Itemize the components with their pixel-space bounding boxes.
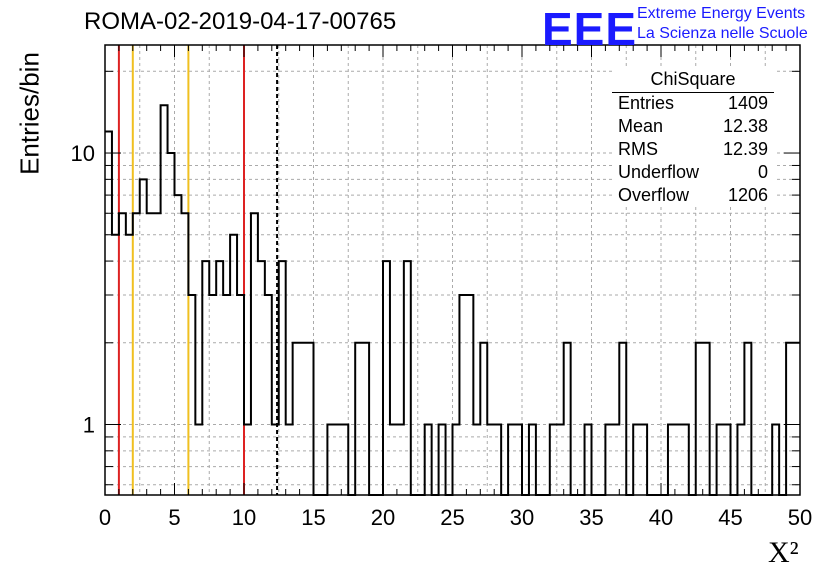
grid-lines	[105, 45, 800, 495]
x-tick-label: 5	[168, 505, 180, 530]
chart-title: ROMA-02-2019-04-17-00765	[84, 8, 397, 35]
x-axis-ticks: 0 5 10 15 20 25 30 35 40 45 50	[99, 45, 812, 530]
stats-row: RMS 12.39	[618, 139, 768, 161]
stats-row: Mean 12.38	[618, 116, 768, 138]
x-tick-label: 45	[718, 505, 742, 530]
eee-logo: EEE	[542, 3, 638, 55]
logo-subtitle-1: Extreme Energy Events	[637, 5, 806, 22]
stats-row: Entries 1409	[618, 93, 768, 115]
stats-row: Overflow 1206	[618, 185, 768, 207]
stats-key: Mean	[618, 116, 664, 136]
stats-value: 1206	[727, 185, 768, 205]
stats-value: 12.38	[722, 116, 768, 136]
x-tick-label: 30	[510, 505, 534, 530]
stats-title: ChiSquare	[650, 69, 736, 89]
x-tick-label: 15	[301, 505, 325, 530]
stats-key: Overflow	[618, 185, 690, 205]
stats-key: RMS	[618, 139, 658, 159]
y-tick-label: 10	[71, 141, 95, 166]
y-tick-label: 1	[83, 413, 95, 438]
x-tick-label: 40	[649, 505, 673, 530]
stats-row: Underflow 0	[618, 162, 768, 184]
reference-lines	[117, 45, 279, 495]
x-tick-label: 20	[371, 505, 395, 530]
stats-value: 12.39	[722, 139, 768, 159]
histogram-series	[105, 104, 800, 496]
stats-value: 0	[757, 162, 768, 182]
y-axis-ticks: 1 10	[71, 70, 800, 486]
x-tick-label: 25	[440, 505, 464, 530]
x-tick-label: 35	[579, 505, 603, 530]
x-axis-label: X²	[768, 536, 799, 569]
stats-key: Underflow	[618, 162, 700, 182]
x-tick-label: 10	[232, 505, 256, 530]
stats-key: Entries	[618, 93, 675, 113]
y-axis-label: Entries/bin	[14, 52, 45, 175]
logo-subtitle-2: La Scienza nelle Scuole	[637, 25, 808, 42]
x-tick-label: 50	[788, 505, 812, 530]
stats-box: ChiSquare Entries 1409 Mean 12.38 RMS 12…	[612, 66, 774, 206]
stats-value: 1409	[727, 93, 768, 113]
x-tick-label: 0	[99, 505, 111, 530]
stats-divider	[612, 92, 774, 93]
